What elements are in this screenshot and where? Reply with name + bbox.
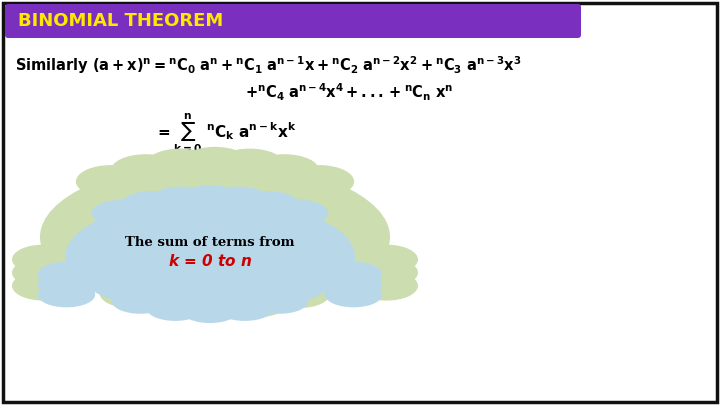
Ellipse shape	[284, 165, 354, 198]
Ellipse shape	[251, 288, 308, 314]
Ellipse shape	[111, 154, 181, 187]
Ellipse shape	[12, 245, 75, 274]
Text: $\mathbf{Similarly\ (a + x)^n = {}^nC_0\ a^n + {}^nC_1\ a^{n-1}x + {}^nC_2\ a^{n: $\mathbf{Similarly\ (a + x)^n = {}^nC_0\…	[15, 54, 521, 76]
Ellipse shape	[325, 272, 382, 297]
Ellipse shape	[184, 290, 246, 320]
Ellipse shape	[249, 154, 320, 187]
Ellipse shape	[12, 258, 75, 288]
Ellipse shape	[99, 278, 163, 308]
Ellipse shape	[355, 245, 418, 274]
Text: idea of the general term: idea of the general term	[130, 277, 290, 290]
Ellipse shape	[149, 187, 213, 215]
Ellipse shape	[37, 282, 95, 307]
FancyBboxPatch shape	[5, 4, 581, 38]
Ellipse shape	[65, 199, 355, 315]
Ellipse shape	[76, 165, 146, 198]
Text: Don't worry too      ch: Don't worry too ch	[158, 200, 292, 211]
Ellipse shape	[216, 296, 274, 321]
Ellipse shape	[207, 187, 271, 215]
Ellipse shape	[37, 272, 95, 297]
Ellipse shape	[142, 288, 204, 318]
Ellipse shape	[355, 258, 418, 288]
Ellipse shape	[325, 282, 382, 307]
Ellipse shape	[325, 262, 382, 287]
Ellipse shape	[355, 271, 418, 301]
Ellipse shape	[40, 162, 390, 312]
Ellipse shape	[12, 271, 75, 301]
Ellipse shape	[215, 149, 284, 181]
Ellipse shape	[180, 147, 250, 180]
Ellipse shape	[181, 298, 239, 323]
Ellipse shape	[120, 191, 184, 219]
Ellipse shape	[145, 149, 215, 181]
Ellipse shape	[37, 262, 95, 287]
Text: BINOMIAL THEOREM: BINOMIAL THEOREM	[18, 12, 223, 30]
FancyBboxPatch shape	[3, 3, 717, 402]
Ellipse shape	[146, 296, 204, 321]
Ellipse shape	[112, 288, 169, 314]
Ellipse shape	[264, 199, 328, 227]
Ellipse shape	[225, 288, 289, 318]
Ellipse shape	[268, 278, 330, 308]
Ellipse shape	[92, 199, 156, 227]
Text: The sum of terms from: The sum of terms from	[125, 237, 294, 249]
Ellipse shape	[178, 185, 242, 213]
Text: $\bfit{k}$ = 0 to $\bfit{n}$: $\bfit{k}$ = 0 to $\bfit{n}$	[168, 253, 252, 269]
Ellipse shape	[235, 191, 300, 219]
Text: $\mathbf{+ {}^nC_4\ a^{n-4}x^4 + ... + {}^nC_n\ x^n}$: $\mathbf{+ {}^nC_4\ a^{n-4}x^4 + ... + {…	[245, 81, 454, 103]
Text: $\mathbf{= \sum_{k=0}^{n}\ {}^nC_k\ a^{n-k}x^k}$: $\mathbf{= \sum_{k=0}^{n}\ {}^nC_k\ a^{n…	[155, 111, 297, 155]
